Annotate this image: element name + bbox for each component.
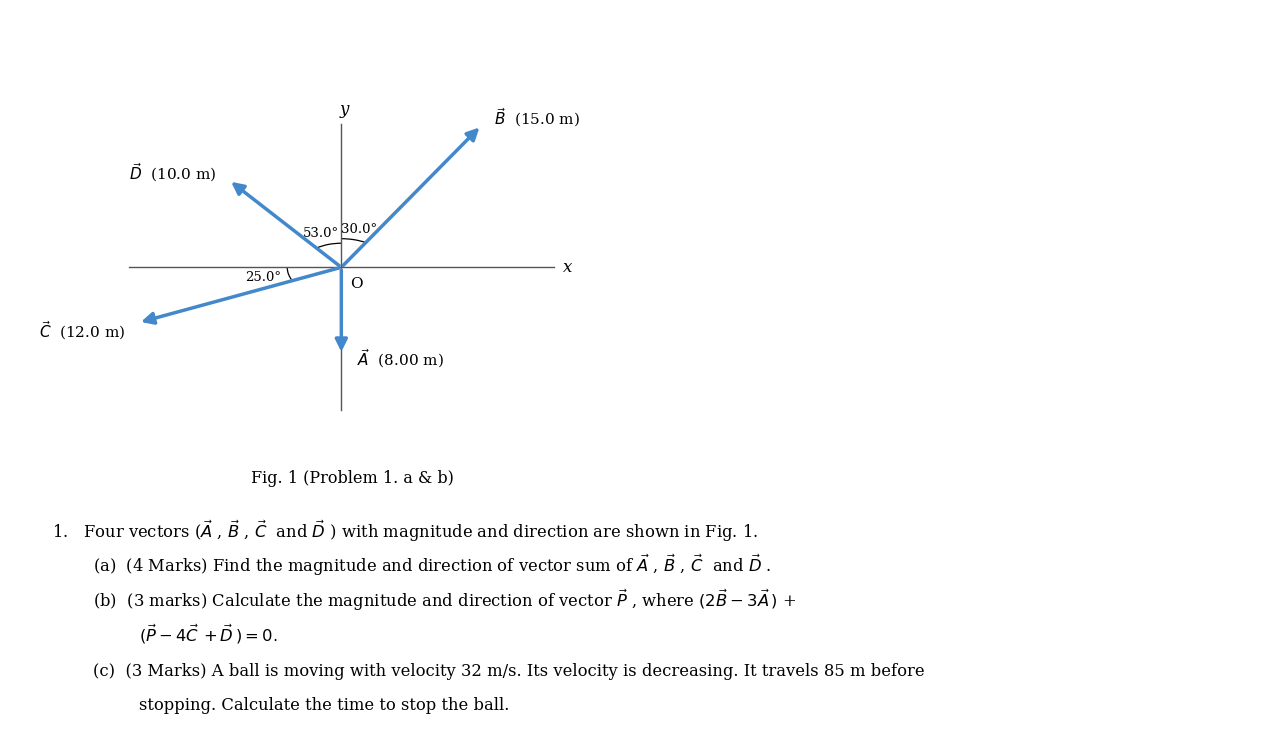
Text: stopping. Calculate the time to stop the ball.: stopping. Calculate the time to stop the… — [139, 697, 510, 714]
Text: 53.0°: 53.0° — [303, 227, 339, 239]
Text: O: O — [350, 277, 363, 291]
Text: 30.0°: 30.0° — [340, 223, 376, 236]
Text: $\vec{A}$  (8.00 m): $\vec{A}$ (8.00 m) — [357, 347, 443, 370]
Text: $\vec{D}$  (10.0 m): $\vec{D}$ (10.0 m) — [129, 161, 216, 184]
Text: 1.   Four vectors ($\vec{A}$ , $\vec{B}$ , $\vec{C}$  and $\vec{D}$ ) with magni: 1. Four vectors ($\vec{A}$ , $\vec{B}$ ,… — [52, 518, 757, 544]
Text: $\vec{B}$  (15.0 m): $\vec{B}$ (15.0 m) — [495, 107, 581, 130]
Text: y: y — [339, 101, 349, 118]
Text: (a)  (4 Marks) Find the magnitude and direction of vector sum of $\vec{A}$ , $\v: (a) (4 Marks) Find the magnitude and dir… — [93, 553, 772, 578]
Text: $\vec{C}$  (12.0 m): $\vec{C}$ (12.0 m) — [39, 319, 125, 342]
Text: Fig. 1 (Problem 1. a & b): Fig. 1 (Problem 1. a & b) — [251, 470, 455, 486]
Text: (b)  (3 marks) Calculate the magnitude and direction of vector $\vec{P}$ , where: (b) (3 marks) Calculate the magnitude an… — [93, 587, 796, 613]
Text: (c)  (3 Marks) A ball is moving with velocity 32 m/s. Its velocity is decreasing: (c) (3 Marks) A ball is moving with velo… — [93, 663, 925, 680]
Text: $(\vec{P} - 4\vec{C}\, + \vec{D}\,) = 0.$: $(\vec{P} - 4\vec{C}\, + \vec{D}\,) = 0.… — [139, 623, 278, 645]
Text: 25.0°: 25.0° — [246, 271, 282, 285]
Text: x: x — [563, 259, 572, 276]
